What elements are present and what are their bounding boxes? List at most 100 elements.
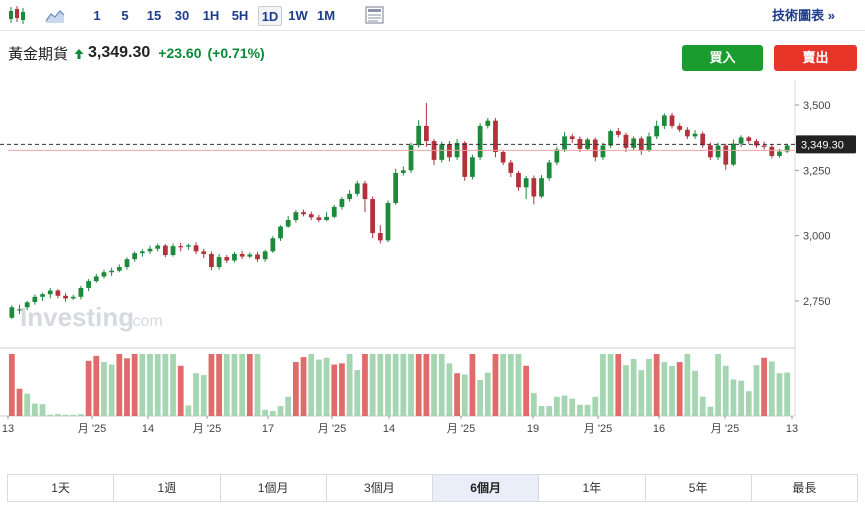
candle-body <box>516 172 521 188</box>
range-6m[interactable]: 6個月 <box>433 475 540 501</box>
volume-bar <box>70 414 77 416</box>
volume-bar <box>162 354 169 416</box>
candle-body <box>615 131 621 135</box>
timeframe-15[interactable]: 15 <box>146 8 162 23</box>
volume-bar <box>600 354 606 416</box>
volume-bar <box>745 391 752 416</box>
candle-body <box>47 290 53 295</box>
volume-bar <box>692 370 698 416</box>
timeframe-1h[interactable]: 1H <box>202 8 220 23</box>
volume-bar <box>323 357 330 416</box>
candle-body <box>723 145 729 165</box>
volume-bar <box>154 354 161 416</box>
layout-icon[interactable] <box>364 5 386 25</box>
volume-bar <box>362 354 368 416</box>
candle-body <box>201 251 207 254</box>
candle-body <box>746 137 752 142</box>
technical-chart-link[interactable]: 技術圖表 » <box>772 8 835 23</box>
candle-body <box>477 125 483 158</box>
timeframe-5[interactable]: 5 <box>121 8 129 23</box>
candle-body <box>592 139 598 158</box>
volume-bar <box>461 374 468 416</box>
volume-bar <box>369 354 376 416</box>
volume-bar <box>715 354 721 416</box>
timeframe-5h[interactable]: 5H <box>231 8 249 23</box>
candle-body <box>546 162 552 179</box>
timeframe-1[interactable]: 1 <box>93 8 101 23</box>
volume-bar <box>216 354 222 416</box>
range-1m[interactable]: 1個月 <box>220 475 327 501</box>
toolbar-divider <box>0 30 865 31</box>
volume-bar <box>738 380 744 416</box>
volume-bar <box>538 406 545 416</box>
candle-body <box>708 145 713 158</box>
candle-body <box>301 212 306 215</box>
volume-bar <box>500 354 507 416</box>
candle-body <box>485 120 491 126</box>
volume-bar <box>300 357 307 416</box>
candle-body <box>17 309 22 311</box>
volume-bar <box>615 354 622 416</box>
timeframe-30[interactable]: 30 <box>174 8 190 23</box>
volume-bar <box>47 414 54 416</box>
candle-body <box>224 257 230 261</box>
volume-bar <box>784 372 791 416</box>
volume-bar <box>139 354 146 416</box>
volume-bar <box>768 361 775 416</box>
volume-bar <box>561 395 568 416</box>
candlestick-icon[interactable] <box>6 5 28 25</box>
range-max[interactable]: 最長 <box>751 475 857 501</box>
range-5y[interactable]: 5年 <box>645 475 752 501</box>
volume-bar <box>661 362 668 416</box>
investing-watermark-suffix: .com <box>128 313 163 330</box>
volume-bar <box>39 404 46 416</box>
candle-body <box>400 170 406 173</box>
candle-body <box>55 290 61 296</box>
price-chart[interactable]: 3,500 3,250 3,000 2,750 Investing.com 3,349.3… <box>0 80 865 440</box>
candle-body <box>423 125 429 142</box>
area-chart-icon[interactable] <box>44 5 66 25</box>
range-1d[interactable]: 1天 <box>8 475 115 501</box>
candle-body <box>316 217 322 220</box>
volume-bar <box>484 372 491 416</box>
volume-bar <box>16 388 23 416</box>
up-arrow-icon <box>74 47 84 59</box>
candle-body <box>738 137 744 144</box>
candle-body <box>86 281 91 288</box>
candle-body <box>777 151 782 156</box>
volume-bar <box>530 393 537 416</box>
buy-button[interactable]: 買入 <box>682 45 763 71</box>
timeframe-1w[interactable]: 1W <box>288 8 308 23</box>
range-1w[interactable]: 1週 <box>114 475 221 501</box>
volume-bar <box>415 354 422 416</box>
volume-bar <box>108 364 115 416</box>
candle-body <box>754 141 759 146</box>
volume-bar <box>8 354 15 416</box>
timeframe-1d[interactable]: 1D <box>258 6 282 26</box>
volume-bar <box>24 393 31 416</box>
x-tick-label: 月 '25 <box>584 423 612 435</box>
timeframe-1m[interactable]: 1M <box>316 8 336 23</box>
volume-bar <box>223 354 230 416</box>
volume-bar <box>707 406 714 416</box>
sell-button[interactable]: 賣出 <box>774 45 857 71</box>
volume-bar <box>93 355 100 416</box>
candle-body <box>569 136 575 139</box>
range-3m[interactable]: 3個月 <box>326 475 433 501</box>
volume-bar <box>131 354 138 416</box>
candle-body <box>193 245 199 252</box>
volume-bar <box>308 354 315 416</box>
volume-bar <box>584 404 591 416</box>
investing-watermark: Investing <box>20 302 134 332</box>
candle-body <box>170 246 176 256</box>
candle-body <box>769 146 775 156</box>
volume-bar <box>431 354 437 416</box>
volume-bar <box>316 359 322 416</box>
volume-bar <box>753 365 760 416</box>
volume-bar <box>246 354 253 416</box>
candle-body <box>631 138 637 148</box>
range-selector: 1天 1週 1個月 3個月 6個月 1年 5年 最長 <box>7 474 858 502</box>
volume-bar <box>339 363 345 416</box>
candle-body <box>209 253 214 268</box>
range-1y[interactable]: 1年 <box>539 475 646 501</box>
